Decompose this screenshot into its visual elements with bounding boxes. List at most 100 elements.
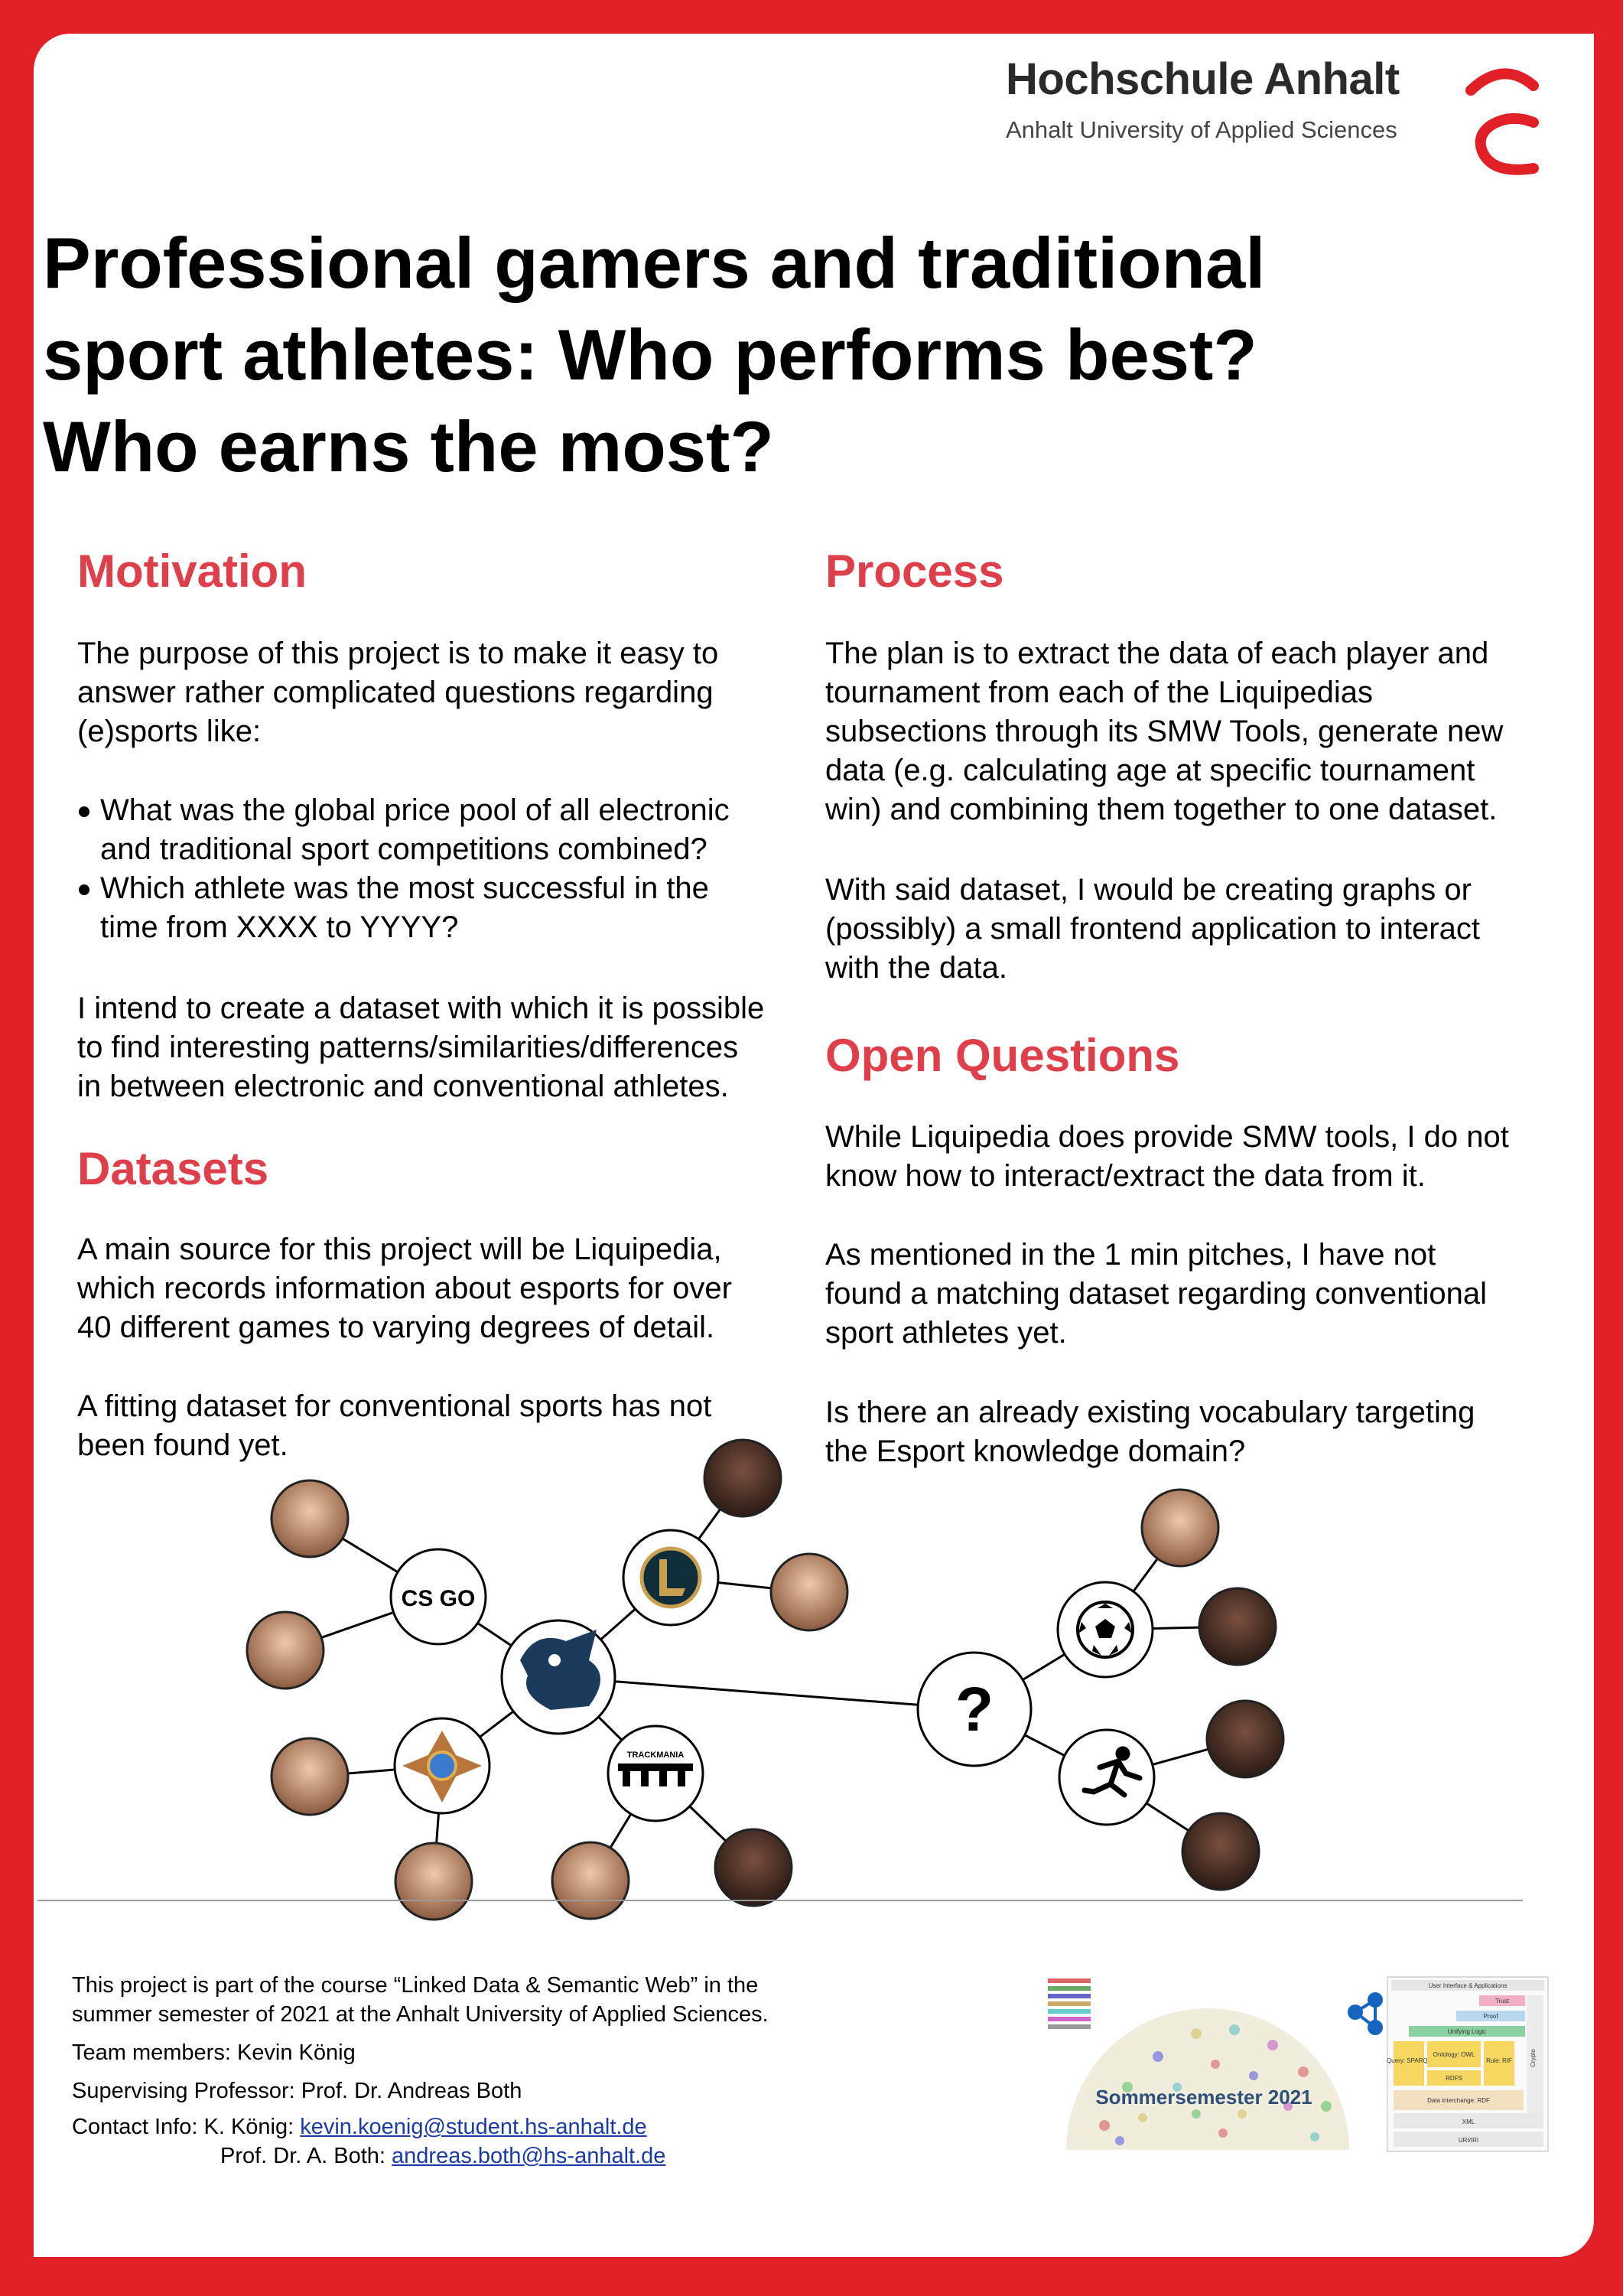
email-link-both[interactable]: andreas.both@hs-anhalt.de [392,2144,666,2168]
player-avatar [769,1552,849,1632]
datasets-para2: A fitting dataset for conventional sport… [77,1387,711,1465]
text-line: This project is part of the course “Link… [72,1973,759,1998]
player-avatar [394,1842,473,1921]
footer-divider [37,1900,1523,1901]
player-avatar [714,1828,793,1907]
university-logo-icon [1465,68,1539,175]
running-node [1058,1728,1156,1826]
text-line: The purpose of this project is to make i… [77,637,719,670]
contact-info-2: Prof. Dr. A. Both: andreas.both@hs-anhal… [220,2141,665,2171]
trackmania-node [607,1724,704,1822]
open-questions-para3: Is there an already existing vocabulary … [825,1393,1475,1471]
stack-xml-label: XML [1462,2119,1475,2125]
player-avatar [1198,1587,1277,1666]
stack-rule-label: Rule: RIF [1486,2057,1512,2064]
university-name: Hochschule Anhalt [1006,54,1400,104]
player-avatar [551,1841,630,1920]
process-heading: Process [825,546,1004,597]
player-avatar [1205,1699,1285,1779]
text-line: The plan is to extract the data of each … [825,637,1489,670]
league-of-legends-icon [639,1546,702,1609]
contact-label: Contact Info: K. König: [72,2115,301,2139]
text-line: answer rather complicated questions rega… [77,676,714,709]
bullet-item: What was the global price pool of all el… [76,791,730,869]
text-line: sport athletes yet. [825,1316,1067,1350]
stack-crypto-label: Crypto [1530,2049,1537,2067]
bullet-item: Which athlete was the most successful in… [76,869,730,947]
text-line: time from XXXX to YYYY? [100,910,459,944]
motivation-closing: I intend to create a dataset with which … [77,989,764,1106]
datasets-para1: A main source for this project will be L… [77,1230,732,1347]
motivation-heading: Motivation [77,546,307,597]
trackmania-icon [618,1764,693,1786]
csgo-label: CS GO [402,1586,476,1611]
trackmania-label: TRACKMANIA [627,1750,685,1760]
text-line: A fitting dataset for conventional sport… [77,1389,712,1423]
contact-info-1: Contact Info: K. König: kevin.koenig@stu… [72,2112,647,2141]
rdf-icon [1348,1992,1383,2035]
text-line: found a matching dataset regarding conve… [825,1277,1488,1311]
text-line: 40 different games to varying degrees of… [77,1311,715,1344]
course-info: This project is part of the course “Link… [72,1971,769,2029]
player-avatar [1181,1812,1260,1891]
text-line: As mentioned in the 1 min pitches, I hav… [825,1238,1436,1272]
player-avatar [1140,1488,1220,1568]
process-para2: With said dataset, I would be creating g… [825,871,1480,988]
title-line: sport athletes: Who performs best? [43,314,1257,395]
contact-label: Prof. Dr. A. Both: [220,2144,392,2168]
open-questions-para2: As mentioned in the 1 min pitches, I hav… [825,1236,1487,1353]
text-line: with the data. [825,951,1007,985]
player-avatar [246,1610,325,1690]
motivation-intro: The purpose of this project is to make i… [77,634,718,751]
player-avatar [270,1479,350,1558]
text-line: to find interesting patterns/similaritie… [77,1031,739,1064]
text-line: summer semester of 2021 at the Anhalt Un… [72,2002,769,2027]
text-line: in between electronic and conventional a… [77,1070,729,1103]
text-line: (e)sports like: [77,715,262,748]
text-line: Is there an already existing vocabulary … [825,1396,1475,1429]
text-line: (possibly) a small frontend application … [825,912,1480,946]
open-questions-heading: Open Questions [825,1030,1180,1081]
text-line: been found yet. [77,1428,288,1462]
poster-page [34,34,1594,2257]
question-mark: ? [955,1675,994,1744]
stack-query-label: Query: SPARQL [1387,2057,1432,2064]
stack-trust-label: Trust [1495,1998,1510,2005]
text-line: know how to interact/extract the data fr… [825,1159,1426,1193]
stack-logic-label: Unifying Logic [1448,2028,1486,2035]
semester-badge-text: Sommersemester 2021 [1095,2086,1312,2109]
semester-graphic: Sommersemester 2021 User Interface & App… [1048,1976,1549,2152]
runner-icon [1081,1746,1143,1798]
motivation-bullets: What was the global price pool of all el… [76,791,730,947]
stack-ui-label: User Interface & Applications [1429,1982,1508,1989]
team-members: Team members: Kevin König [72,2040,356,2065]
open-questions-para1: While Liquipedia does provide SMW tools,… [825,1118,1509,1196]
stack-uri-label: URI/IRI [1459,2137,1478,2144]
text-line: the Esport knowledge domain? [825,1435,1246,1468]
liquipedia-icon [520,1630,600,1710]
text-line: Which athlete was the most successful in… [100,871,709,905]
player-avatar [703,1438,782,1518]
list-thumbnail [1048,1978,1091,2029]
csgo-node [389,1548,487,1646]
stack-proof-label: Proof [1483,2013,1498,2020]
title-line: Professional gamers and traditional [43,223,1266,303]
email-link-koenig[interactable]: kevin.koenig@student.hs-anhalt.de [300,2115,647,2139]
text-line: subsections through its SMW Tools, gener… [825,715,1504,748]
player-avatar [270,1737,350,1816]
stack-ontology-label: Ontology: OWL [1433,2051,1475,2058]
text-line: data (e.g. calculating age at specific t… [825,754,1475,787]
text-line: and traditional sport competitions combi… [100,832,707,866]
hearthstone-icon [402,1731,482,1803]
title-line: Who earns the most? [43,406,774,487]
semantic-web-stack: User Interface & Applications Trust Proo… [1387,1976,1549,2152]
university-subtitle: Anhalt University of Applied Sciences [1006,116,1397,143]
text-line: I intend to create a dataset with which … [77,992,765,1025]
poster-title: Professional gamers and traditional spor… [43,217,1481,493]
datasets-heading: Datasets [77,1143,269,1194]
stack-rdfs-label: RDFS [1446,2075,1462,2082]
text-line: win) and combining them together to one … [825,793,1498,826]
soccer-ball-icon [1076,1601,1134,1659]
supervisor: Supervising Professor: Prof. Dr. Andreas… [72,2079,522,2103]
